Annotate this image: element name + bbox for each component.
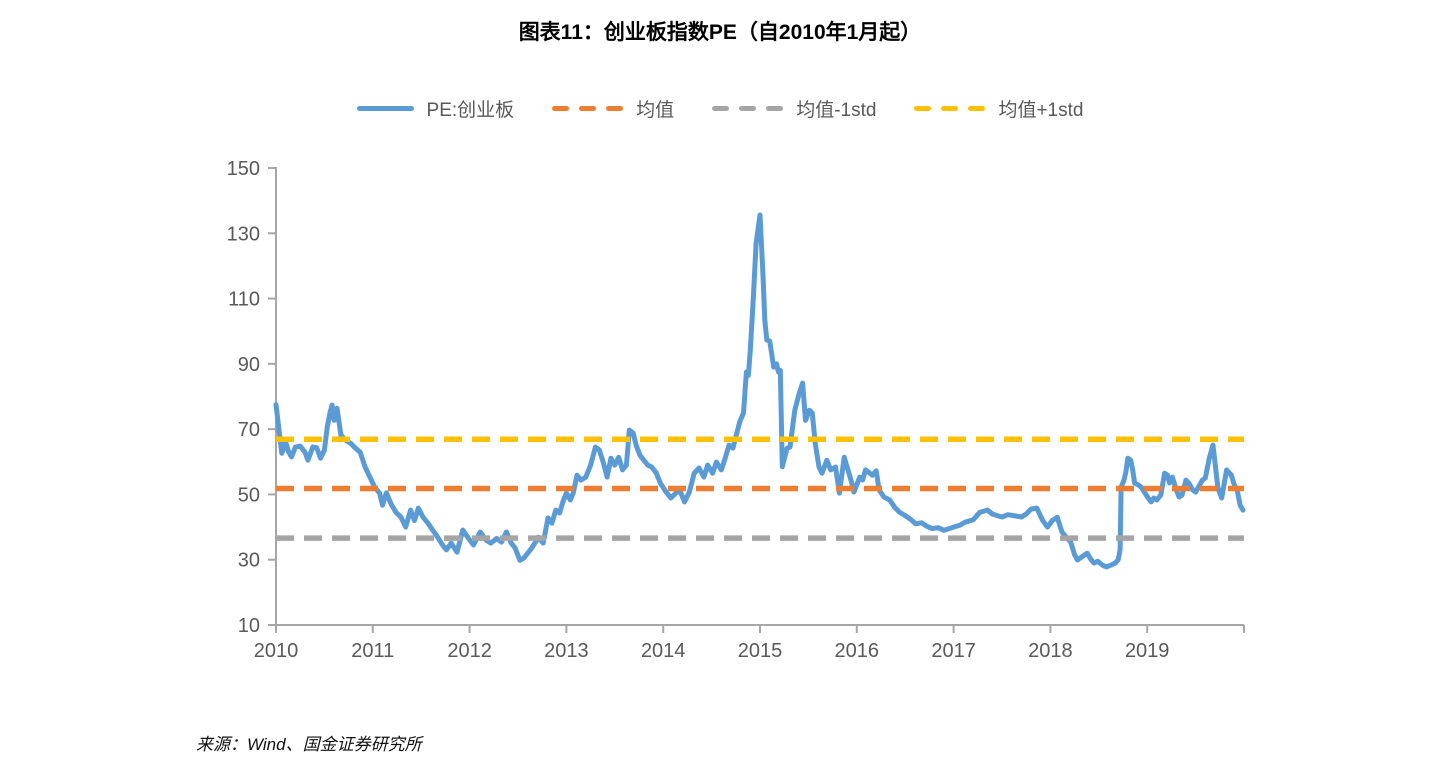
legend-label-mean: 均值 bbox=[636, 100, 675, 121]
y-axis-tick-label: 110 bbox=[228, 289, 260, 311]
legend-swatch-mean-minus-1std-dash bbox=[712, 105, 784, 112]
legend-swatch-bar bbox=[552, 105, 570, 112]
legend-label-pe: PE:创业板 bbox=[426, 100, 515, 121]
y-axis-tick-label: 90 bbox=[238, 354, 260, 376]
x-axis-tick-label: 2016 bbox=[835, 640, 880, 662]
legend-swatch-mean-plus-1std-dash bbox=[914, 105, 986, 112]
x-axis-tick-label: 2012 bbox=[447, 640, 492, 662]
x-axis-tick-label: 2015 bbox=[738, 640, 783, 662]
legend-swatch-bar bbox=[968, 105, 986, 112]
x-axis-tick-label: 2014 bbox=[641, 640, 686, 662]
legend-swatch-bar bbox=[766, 105, 784, 112]
x-axis-tick-label: 2013 bbox=[544, 640, 589, 662]
legend-item-mean: 均值 bbox=[552, 95, 674, 122]
legend-swatch-bar bbox=[579, 105, 597, 112]
legend-swatch-bar bbox=[606, 105, 624, 112]
x-axis-tick-label: 2010 bbox=[254, 640, 299, 662]
chart-title: 图表11：创业板指数PE（自2010年1月起） bbox=[518, 21, 922, 44]
legend-swatch-bar bbox=[356, 105, 414, 112]
legend-item-pe: PE:创业板 bbox=[356, 95, 515, 122]
legend-label-mean-minus-1std: 均值-1std bbox=[796, 100, 877, 121]
legend-swatch-bar bbox=[914, 105, 932, 112]
legend-item-mean-plus-1std: 均值+1std bbox=[914, 95, 1083, 122]
y-axis-tick-label: 70 bbox=[238, 419, 260, 441]
legend-swatch-bar bbox=[941, 105, 959, 112]
x-axis-tick-label: 2011 bbox=[351, 640, 394, 662]
legend-swatch-mean-dash bbox=[552, 105, 624, 112]
x-axis-tick-label: 2017 bbox=[931, 640, 976, 662]
y-axis-tick-label: 50 bbox=[238, 484, 260, 506]
legend-swatch-bar bbox=[712, 105, 730, 112]
y-axis-tick-label: 10 bbox=[238, 615, 260, 637]
chart-legend: PE:创业板 均值 均值-1std 均值+1std bbox=[0, 95, 1440, 122]
legend-swatch-pe-line bbox=[356, 105, 414, 112]
source-note: 来源：Wind、国金证券研究所 bbox=[196, 735, 422, 754]
x-axis-tick-label: 2019 bbox=[1125, 640, 1170, 662]
legend-label-mean-plus-1std: 均值+1std bbox=[998, 100, 1084, 121]
legend-item-mean-minus-1std: 均值-1std bbox=[712, 95, 876, 122]
y-axis-tick-label: 30 bbox=[238, 550, 260, 572]
legend-swatch-bar bbox=[739, 105, 757, 112]
y-axis-tick-label: 130 bbox=[227, 223, 260, 245]
y-axis-tick-label: 150 bbox=[227, 158, 260, 180]
x-axis-tick-label: 2018 bbox=[1028, 640, 1073, 662]
pe-series-line bbox=[273, 212, 1246, 570]
